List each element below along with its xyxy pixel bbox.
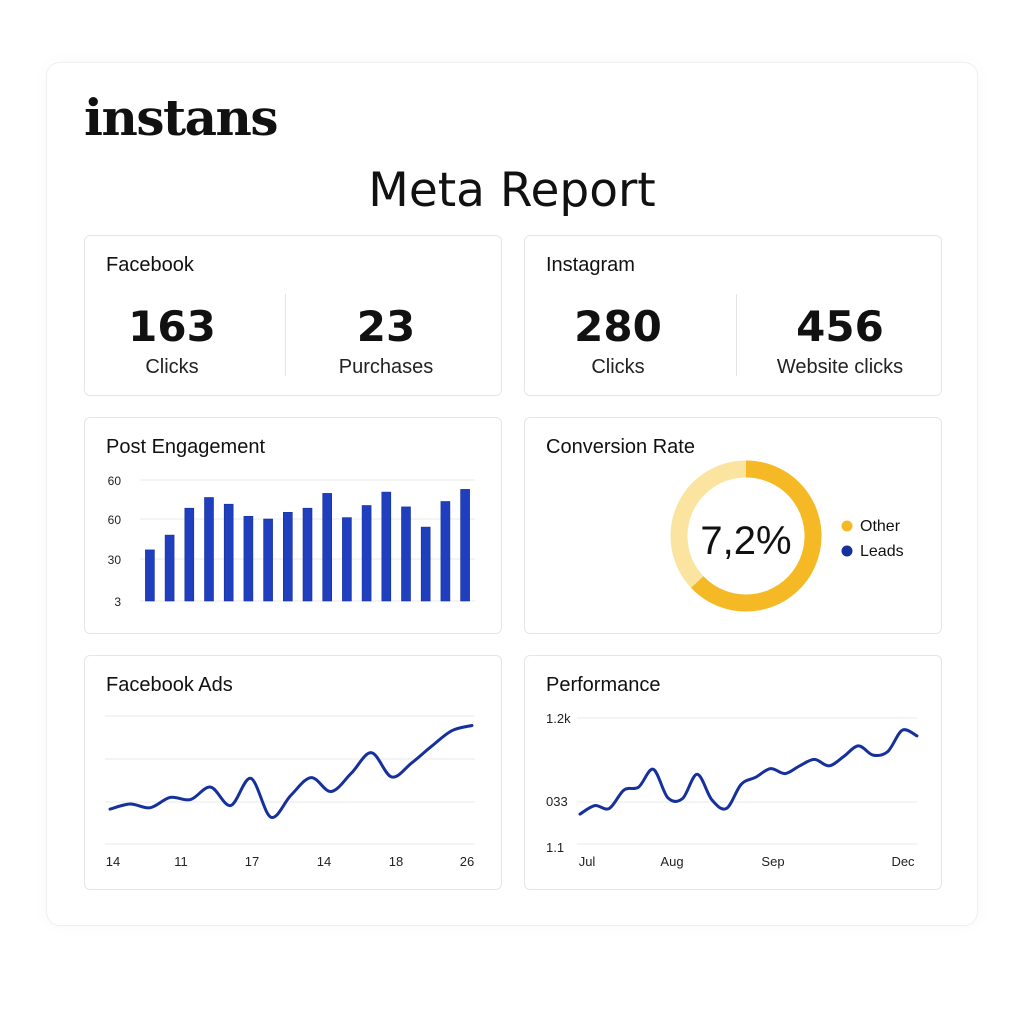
post-engagement-chart: 60 60 30 3 bbox=[108, 474, 475, 609]
instagram-website-clicks-value: 456 bbox=[796, 302, 884, 351]
facebook-ads-chart: 14 11 17 14 18 26 bbox=[105, 715, 475, 869]
x-tick-label: Sep bbox=[761, 854, 784, 869]
x-tick-label: Aug bbox=[660, 854, 683, 869]
instagram-card: Instagram 280 Clicks 456 Website clicks bbox=[524, 235, 942, 396]
performance-title: Performance bbox=[546, 674, 661, 696]
facebook-ads-series-line bbox=[108, 724, 474, 819]
instagram-website-clicks-stat: 456 Website clicks bbox=[740, 302, 940, 379]
performance-card: Performance 1.2k 033 1.1 Jul Aug Sep Dec bbox=[524, 655, 942, 890]
x-tick-label: 11 bbox=[174, 854, 188, 869]
facebook-clicks-label: Clicks bbox=[145, 356, 199, 378]
facebook-ads-title: Facebook Ads bbox=[106, 674, 233, 696]
facebook-ads-card: Facebook Ads 14 11 17 14 18 26 bbox=[84, 655, 502, 890]
instagram-card-title: Instagram bbox=[546, 254, 635, 276]
bar bbox=[283, 512, 293, 602]
x-tick-label: 18 bbox=[389, 854, 403, 869]
x-tick-label: 17 bbox=[245, 854, 259, 869]
bar bbox=[460, 489, 470, 602]
instagram-clicks-label: Clicks bbox=[591, 356, 645, 378]
facebook-purchases-stat: 23 Purchases bbox=[286, 302, 486, 379]
legend-label: Other bbox=[860, 518, 901, 535]
bar bbox=[263, 518, 273, 602]
bar bbox=[440, 501, 451, 602]
legend-label: Leads bbox=[860, 543, 904, 560]
x-tick-label: 14 bbox=[106, 854, 120, 869]
legend-dot bbox=[841, 545, 853, 557]
y-tick-label: 3 bbox=[114, 595, 121, 609]
bar bbox=[302, 507, 313, 602]
instagram-website-clicks-label: Website clicks bbox=[776, 356, 904, 378]
bar bbox=[204, 497, 214, 602]
x-tick-label: Jul bbox=[579, 854, 596, 869]
y-tick-label: 1.2k bbox=[546, 711, 571, 726]
facebook-card-title: Facebook bbox=[106, 254, 194, 276]
conversion-rate-value: 7,2% bbox=[700, 519, 791, 563]
x-tick-label: 14 bbox=[317, 854, 331, 869]
performance-series-line bbox=[578, 728, 919, 816]
bar bbox=[322, 493, 332, 602]
y-tick-label: 30 bbox=[108, 553, 122, 567]
brand-logo: instans bbox=[84, 88, 279, 147]
bar bbox=[164, 534, 175, 602]
conversion-rate-title: Conversion Rate bbox=[546, 436, 695, 458]
instagram-clicks-value: 280 bbox=[574, 302, 662, 351]
x-tick-label: 26 bbox=[460, 854, 474, 869]
y-tick-label: 033 bbox=[546, 794, 568, 809]
facebook-purchases-label: Purchases bbox=[338, 356, 434, 378]
bar bbox=[420, 526, 431, 602]
post-engagement-card: Post Engagement 60 60 30 3 bbox=[84, 417, 502, 634]
bar bbox=[223, 503, 234, 602]
bar bbox=[361, 505, 372, 602]
bar bbox=[145, 549, 155, 602]
y-tick-label: 60 bbox=[108, 513, 122, 527]
bar bbox=[401, 506, 411, 602]
performance-chart: 1.2k 033 1.1 Jul Aug Sep Dec bbox=[546, 711, 919, 869]
stat-divider bbox=[285, 294, 286, 376]
conversion-rate-chart: 7,2% Other Leads bbox=[670, 460, 904, 612]
facebook-clicks-value: 163 bbox=[128, 302, 216, 351]
stat-divider bbox=[736, 294, 737, 376]
facebook-card: Facebook 163 Clicks 23 Purchases bbox=[84, 235, 502, 396]
facebook-purchases-value: 23 bbox=[356, 302, 416, 351]
instagram-clicks-stat: 280 Clicks bbox=[518, 302, 718, 379]
bar bbox=[243, 516, 254, 602]
facebook-clicks-stat: 163 Clicks bbox=[72, 302, 272, 379]
page-title: Meta Report bbox=[368, 163, 656, 218]
donut-slice-other bbox=[691, 460, 822, 612]
legend-dot bbox=[841, 520, 853, 532]
conversion-rate-card: Conversion Rate 7,2% Other Leads bbox=[524, 417, 942, 634]
bar bbox=[184, 507, 195, 602]
y-tick-label: 60 bbox=[108, 474, 122, 488]
x-tick-label: Dec bbox=[891, 854, 915, 869]
post-engagement-title: Post Engagement bbox=[106, 436, 265, 458]
bar bbox=[381, 491, 392, 602]
y-tick-label: 1.1 bbox=[546, 840, 564, 855]
donut-slice-leads bbox=[670, 460, 747, 588]
bar bbox=[342, 517, 352, 602]
